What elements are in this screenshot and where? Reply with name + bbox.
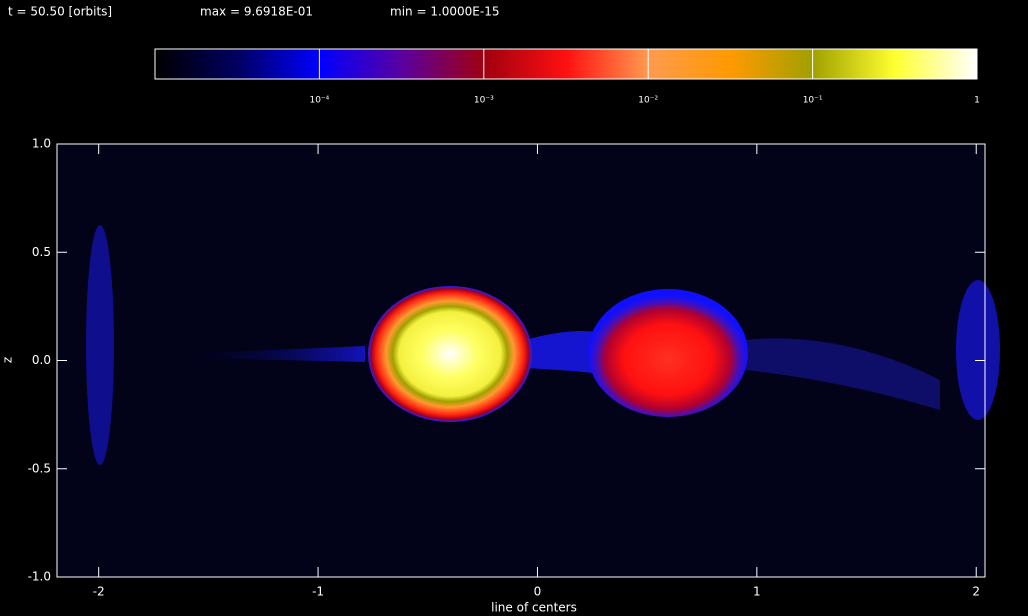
x-tick-label: -2 [93, 585, 105, 599]
density-field [86, 225, 1000, 465]
colorbar-tick-label: 10⁻⁴ [309, 96, 329, 106]
colorbar-tick-label: 10⁻² [638, 96, 658, 106]
y-tick-label: -1.0 [28, 570, 51, 584]
y-tick-label: 0.5 [32, 245, 51, 259]
colorbar-tick-label: 10⁻¹ [803, 96, 823, 106]
colorbar-tick-label: 1 [974, 96, 980, 106]
header-time: t = 50.50 [orbits] [8, 5, 112, 19]
y-tick-label: -0.5 [28, 461, 51, 475]
x-tick-label: 0 [534, 585, 542, 599]
header-min: min = 1.0000E-15 [390, 5, 499, 19]
x-tick-label: 2 [972, 585, 980, 599]
header-max: max = 9.6918E-01 [200, 5, 313, 19]
x-tick-label: 1 [753, 585, 761, 599]
y-axis-label: z [1, 357, 15, 363]
y-tick-label: 1.0 [32, 137, 51, 151]
x-axis-label: line of centers [491, 601, 577, 615]
y-tick-label: 0.0 [32, 353, 51, 367]
x-tick-label: -1 [312, 585, 324, 599]
colorbar-tick-label: 10⁻³ [474, 96, 494, 106]
colorbar [154, 48, 978, 80]
